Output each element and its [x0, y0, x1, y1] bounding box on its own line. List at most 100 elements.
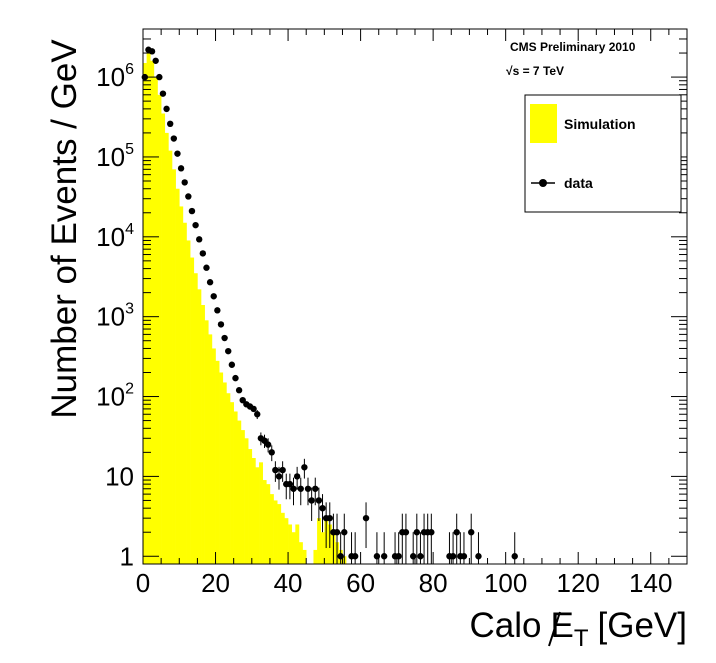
- data-point: [275, 466, 283, 490]
- x-tick-label: 140: [629, 568, 672, 598]
- x-axis-title-prefix: Calo: [470, 606, 542, 645]
- data-point: [268, 445, 275, 462]
- data-point: [148, 48, 156, 55]
- data-point: [457, 532, 464, 564]
- data-point: [192, 221, 199, 229]
- data-point: [308, 487, 315, 521]
- data-point-marker: [279, 466, 286, 474]
- x-tick-label: 0: [136, 568, 150, 598]
- annotation-cms: CMS Preliminary 2010: [510, 40, 636, 54]
- simulation-bin: [226, 393, 231, 564]
- data-point: [475, 532, 482, 564]
- data-point-marker: [170, 135, 178, 142]
- data-point-marker: [199, 250, 207, 257]
- data-point: [413, 513, 421, 564]
- data-series: [141, 46, 518, 564]
- data-point-marker: [293, 473, 301, 480]
- simulation-bin: [193, 273, 198, 564]
- data-point: [297, 477, 304, 506]
- data-point: [373, 532, 381, 564]
- data-point: [177, 165, 185, 172]
- data-point: [163, 105, 170, 113]
- data-point-marker: [380, 553, 388, 560]
- plot-area: [141, 28, 688, 565]
- data-point: [232, 374, 239, 382]
- data-point-marker: [326, 514, 333, 522]
- simulation-bin: [186, 240, 191, 564]
- simulation-bin: [153, 77, 158, 564]
- simulation-bin: [182, 222, 187, 565]
- data-point: [304, 477, 312, 506]
- simulation-bin: [251, 457, 256, 564]
- data-point: [221, 334, 228, 342]
- y-tick-label: 10: [105, 461, 134, 491]
- data-point: [214, 307, 221, 314]
- y-tick-label: 102: [96, 381, 134, 412]
- data-point: [225, 347, 232, 355]
- data-point: [362, 502, 370, 549]
- data-point: [279, 461, 286, 482]
- data-point: [156, 73, 163, 81]
- data-point: [203, 264, 210, 271]
- data-point: [264, 438, 272, 453]
- data-point-marker: [225, 347, 232, 355]
- data-point-marker: [239, 396, 246, 404]
- simulation-bin: [172, 169, 176, 565]
- data-point-marker: [217, 321, 225, 328]
- data-point: [428, 513, 435, 564]
- simulation-bin: [248, 449, 253, 564]
- legend: Simulation data: [524, 94, 682, 213]
- data-point: [424, 513, 431, 564]
- data-point-marker: [264, 441, 272, 448]
- data-point: [326, 502, 333, 549]
- data-point: [185, 193, 192, 200]
- data-point: [196, 236, 203, 243]
- data-point-marker: [453, 529, 460, 536]
- data-point: [333, 513, 341, 564]
- data-point: [167, 120, 174, 128]
- data-point-marker: [341, 529, 348, 536]
- data-point-marker: [312, 485, 319, 492]
- data-point: [417, 532, 424, 564]
- data-point-marker: [413, 529, 421, 536]
- data-point-marker: [319, 504, 326, 512]
- simulation-bin: [302, 549, 307, 564]
- data-point: [301, 458, 308, 479]
- simulation-bin: [313, 549, 318, 564]
- data-point: [315, 487, 323, 521]
- data-point-marker: [337, 553, 344, 560]
- simulation-bin: [255, 467, 260, 564]
- x-tick-label: 60: [346, 568, 375, 598]
- x-tick-label: 20: [201, 568, 230, 598]
- simulation-bin: [269, 494, 274, 564]
- simulation-bin: [150, 60, 155, 564]
- simulation-bin: [320, 532, 325, 564]
- simulation-bin: [280, 512, 285, 564]
- data-point: [293, 466, 301, 490]
- x-tick-label: 120: [557, 568, 600, 598]
- data-point-marker: [301, 464, 308, 471]
- simulation-bin: [317, 518, 322, 564]
- data-point-marker: [228, 361, 236, 368]
- data-point-marker: [210, 293, 217, 300]
- simulation-bin: [244, 438, 249, 564]
- y-tick-label: 106: [96, 61, 134, 92]
- data-point-marker: [460, 553, 468, 560]
- simulation-bin: [215, 360, 220, 564]
- data-point-marker: [286, 480, 294, 488]
- data-point: [312, 477, 319, 506]
- simulation-bin: [190, 257, 195, 564]
- legend-simulation-label: Simulation: [564, 116, 636, 132]
- simulation-bin: [284, 518, 289, 564]
- data-point-marker: [417, 553, 424, 560]
- data-point-marker: [402, 529, 410, 536]
- simulation-bin: [233, 411, 238, 564]
- data-point: [468, 513, 475, 564]
- data-point-marker: [156, 73, 163, 81]
- data-point-marker: [468, 529, 475, 536]
- data-point: [453, 513, 460, 564]
- data-point: [351, 532, 359, 564]
- data-point-marker: [152, 57, 159, 64]
- simulation-histogram: [143, 53, 347, 565]
